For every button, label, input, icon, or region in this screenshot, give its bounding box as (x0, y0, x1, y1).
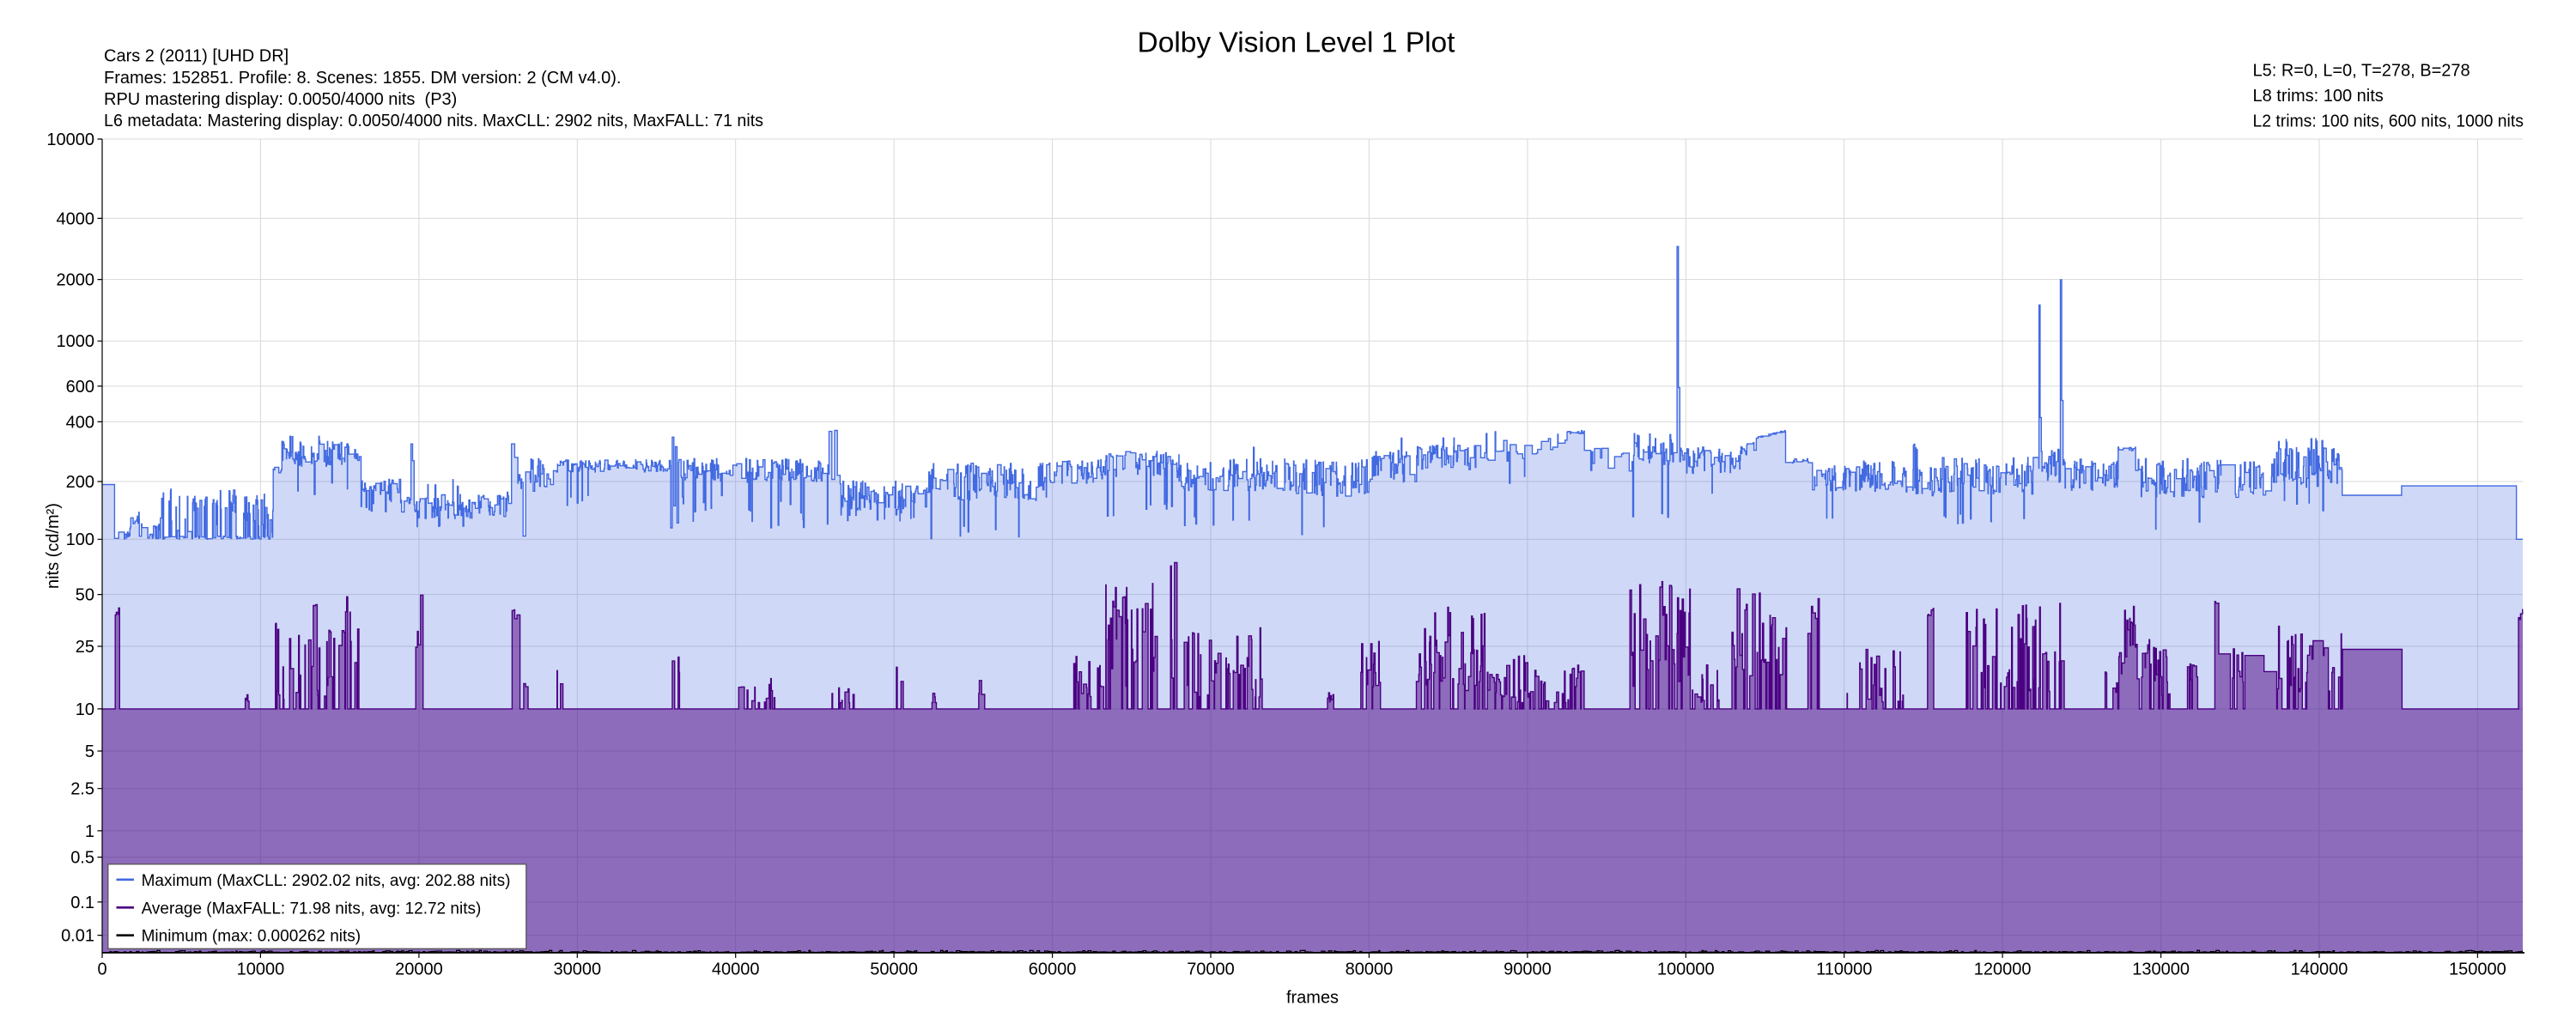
svg-text:0.1: 0.1 (70, 894, 94, 912)
svg-text:Frames: 152851. Profile: 8. Sc: Frames: 152851. Profile: 8. Scenes: 1855… (104, 69, 621, 88)
svg-text:100000: 100000 (1657, 960, 1715, 979)
svg-text:150000: 150000 (2449, 960, 2506, 979)
svg-text:10000: 10000 (46, 130, 94, 149)
svg-text:2000: 2000 (57, 271, 95, 290)
svg-text:2.5: 2.5 (70, 780, 94, 799)
svg-text:80000: 80000 (1346, 960, 1394, 979)
svg-text:L5: R=0, L=0, T=278, B=278: L5: R=0, L=0, T=278, B=278 (2253, 61, 2470, 80)
svg-text:nits (cd/m²): nits (cd/m²) (44, 503, 63, 589)
svg-text:40000: 40000 (712, 960, 760, 979)
svg-text:600: 600 (66, 378, 94, 397)
svg-text:110000: 110000 (1816, 960, 1872, 979)
svg-text:70000: 70000 (1187, 960, 1235, 979)
svg-text:Maximum (MaxCLL: 2902.02 nits,: Maximum (MaxCLL: 2902.02 nits, avg: 202.… (142, 872, 511, 890)
svg-text:30000: 30000 (553, 960, 601, 979)
svg-text:frames: frames (1286, 989, 1339, 1008)
svg-text:0.5: 0.5 (70, 849, 94, 868)
svg-text:Dolby Vision Level 1 Plot: Dolby Vision Level 1 Plot (1138, 27, 1456, 58)
svg-text:20000: 20000 (395, 960, 443, 979)
svg-text:Minimum (max: 0.000262 nits): Minimum (max: 0.000262 nits) (142, 928, 361, 946)
svg-text:L6 metadata: Mastering display: L6 metadata: Mastering display: 0.0050/4… (104, 112, 763, 130)
svg-text:140000: 140000 (2291, 960, 2348, 979)
svg-text:400: 400 (66, 413, 94, 432)
svg-text:50: 50 (76, 586, 94, 605)
svg-text:RPU mastering display: 0.0050/: RPU mastering display: 0.0050/4000 nits … (104, 90, 457, 109)
svg-text:4000: 4000 (57, 209, 95, 228)
svg-text:Cars 2 (2011) [UHD DR]: Cars 2 (2011) [UHD DR] (104, 47, 289, 66)
svg-text:10: 10 (76, 700, 94, 719)
svg-text:90000: 90000 (1504, 960, 1552, 979)
svg-text:0: 0 (97, 960, 106, 979)
svg-text:10000: 10000 (237, 960, 285, 979)
svg-text:0.01: 0.01 (61, 927, 94, 946)
svg-text:130000: 130000 (2132, 960, 2190, 979)
svg-text:50000: 50000 (870, 960, 918, 979)
svg-text:5: 5 (85, 742, 94, 761)
svg-text:100: 100 (66, 530, 94, 549)
svg-text:L8 trims: 100 nits: L8 trims: 100 nits (2253, 87, 2384, 106)
svg-text:Average (MaxFALL: 71.98 nits,: Average (MaxFALL: 71.98 nits, avg: 12.72… (142, 900, 482, 918)
svg-text:L2 trims: 100 nits, 600 nits,: L2 trims: 100 nits, 600 nits, 1000 nits (2253, 112, 2524, 131)
svg-text:1000: 1000 (57, 332, 95, 351)
svg-text:200: 200 (66, 473, 94, 492)
svg-text:1: 1 (85, 822, 94, 841)
svg-text:60000: 60000 (1029, 960, 1077, 979)
svg-text:120000: 120000 (1974, 960, 2032, 979)
svg-text:25: 25 (76, 638, 94, 657)
